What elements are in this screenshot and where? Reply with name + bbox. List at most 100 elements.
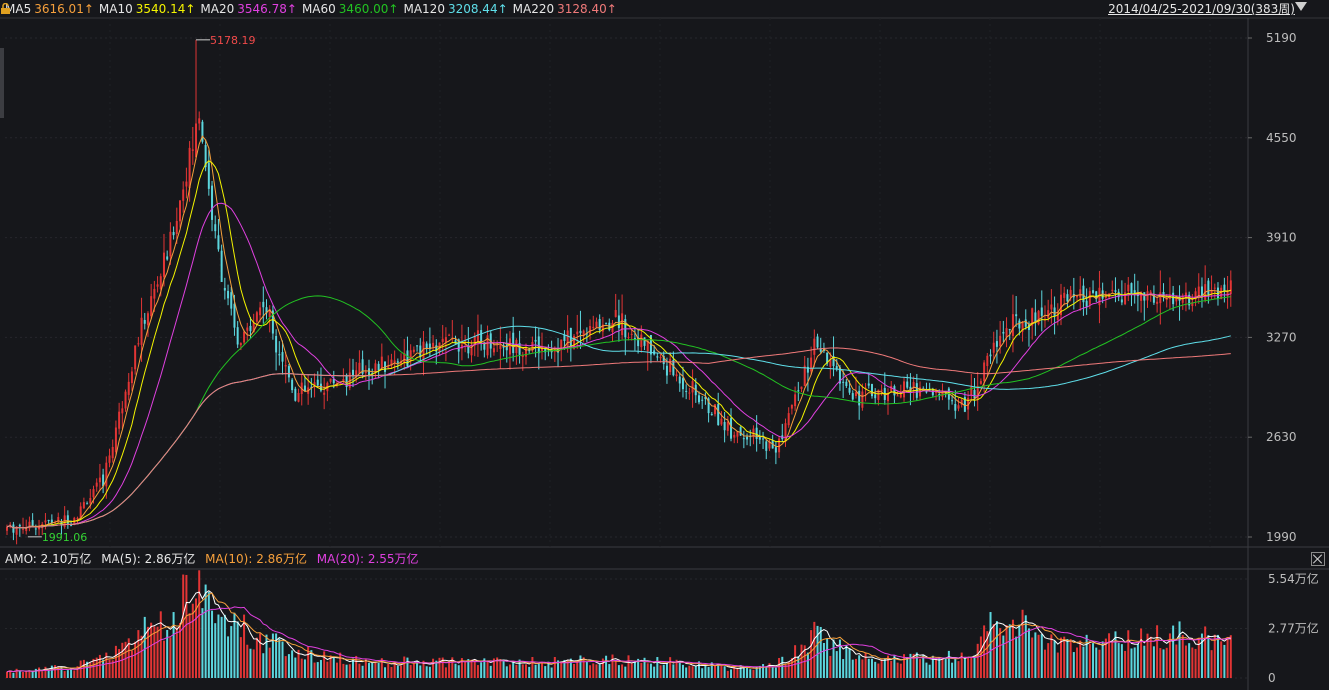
candle-body: [691, 381, 694, 393]
volume-bar: [941, 658, 944, 678]
volume-bar: [883, 658, 886, 678]
candle-body: [387, 366, 390, 368]
candle-body: [784, 423, 787, 442]
volume-bar: [73, 670, 76, 678]
volume-bar: [954, 657, 957, 678]
legend-ma120-label: MA120: [403, 2, 445, 16]
candle-body: [319, 383, 322, 391]
volume-bar: [243, 614, 246, 678]
volume-bar: [204, 584, 207, 678]
volume-bar: [393, 661, 396, 678]
volume-bar: [762, 664, 765, 678]
candle-body: [970, 386, 973, 396]
volume-bar: [230, 626, 233, 678]
volume-bar: [915, 652, 918, 678]
ma-legend: MA5 3616.01↑ MA10 3540.14↑ MA20 3546.78↑ MA60 3…: [0, 0, 1329, 18]
volume-bar: [454, 663, 457, 678]
volume-bar: [492, 658, 495, 678]
candle-body: [1076, 295, 1079, 298]
candle-body: [239, 343, 242, 346]
volume-bar: [752, 669, 755, 678]
candle-body: [204, 145, 207, 168]
volume-bar: [784, 664, 787, 678]
volume-bar: [1175, 644, 1178, 678]
volume-bar: [239, 637, 242, 678]
volume-bar: [960, 652, 963, 678]
candle-body: [249, 325, 252, 332]
volume-bar: [281, 641, 284, 678]
volume-bar: [441, 657, 444, 678]
candle-body: [342, 379, 345, 382]
candle-body: [175, 221, 178, 235]
candle-body: [1188, 294, 1191, 306]
volume-bar: [1108, 633, 1111, 678]
legend-ma120-value: 3208.44↑: [447, 2, 508, 16]
volume-bar: [396, 665, 399, 678]
volume-bar: [720, 665, 723, 678]
candle-body: [243, 331, 246, 343]
candle-body: [233, 303, 236, 328]
volume-bar: [694, 665, 697, 678]
volume-bar: [1165, 647, 1168, 678]
volume-bar: [630, 663, 633, 678]
candle-body: [66, 515, 69, 524]
candle-body: [364, 372, 367, 374]
volume-bar: [150, 622, 153, 678]
volume-bar: [1005, 625, 1008, 678]
candle-body: [499, 345, 502, 349]
candle-body: [22, 528, 25, 530]
candle-body: [134, 345, 137, 370]
date-range-selector[interactable]: 2014/04/25-2021/09/30(383周): [1108, 2, 1295, 16]
volume-bar: [790, 658, 793, 678]
candle-body: [566, 330, 569, 346]
volume-bar: [502, 659, 505, 678]
candle-body: [624, 319, 627, 338]
volume-bar: [220, 616, 223, 678]
candle-body: [909, 386, 912, 391]
candle-body: [127, 381, 130, 395]
volume-bar: [335, 662, 338, 678]
volume-bar: [1088, 644, 1091, 678]
volume-bar: [989, 612, 992, 678]
candle-body: [425, 343, 428, 349]
volume-bar: [938, 657, 941, 678]
volume-bar: [82, 659, 85, 678]
volume-bar: [1098, 649, 1101, 678]
volume-bar: [707, 667, 710, 678]
candle-body: [874, 394, 877, 399]
candle-body: [838, 367, 841, 384]
candle-body: [368, 368, 371, 377]
volume-bar: [332, 657, 335, 678]
volume-bar: [342, 663, 345, 678]
volume-bar: [1133, 647, 1136, 678]
volume-bar: [339, 652, 342, 678]
close-icon[interactable]: [1311, 552, 1325, 566]
volume-bar: [34, 668, 37, 678]
volume-bar: [627, 655, 630, 678]
candle-body: [198, 118, 201, 124]
candle-body: [355, 370, 358, 377]
volume-bar: [518, 659, 521, 678]
volume-bar: [435, 660, 438, 678]
candle-body: [592, 326, 595, 328]
volume-bar: [848, 648, 851, 678]
volume-bar: [50, 665, 53, 678]
volume-bar: [739, 665, 742, 678]
volume-bar: [1200, 633, 1203, 678]
candle-body: [787, 413, 790, 426]
chevron-down-icon[interactable]: [1295, 2, 1307, 11]
volume-bar: [637, 658, 640, 678]
candle-body: [86, 503, 89, 505]
volume-bar: [108, 659, 111, 678]
candle-body: [678, 376, 681, 384]
volume-bar: [89, 662, 92, 678]
candle-body: [207, 162, 210, 189]
volume-bar: [614, 660, 617, 678]
candle-body: [111, 446, 114, 459]
lock-icon[interactable]: [0, 3, 11, 14]
volume-bar: [329, 655, 332, 678]
volume-bar: [787, 662, 790, 678]
candle-body: [460, 344, 463, 349]
candle-body: [89, 497, 92, 504]
